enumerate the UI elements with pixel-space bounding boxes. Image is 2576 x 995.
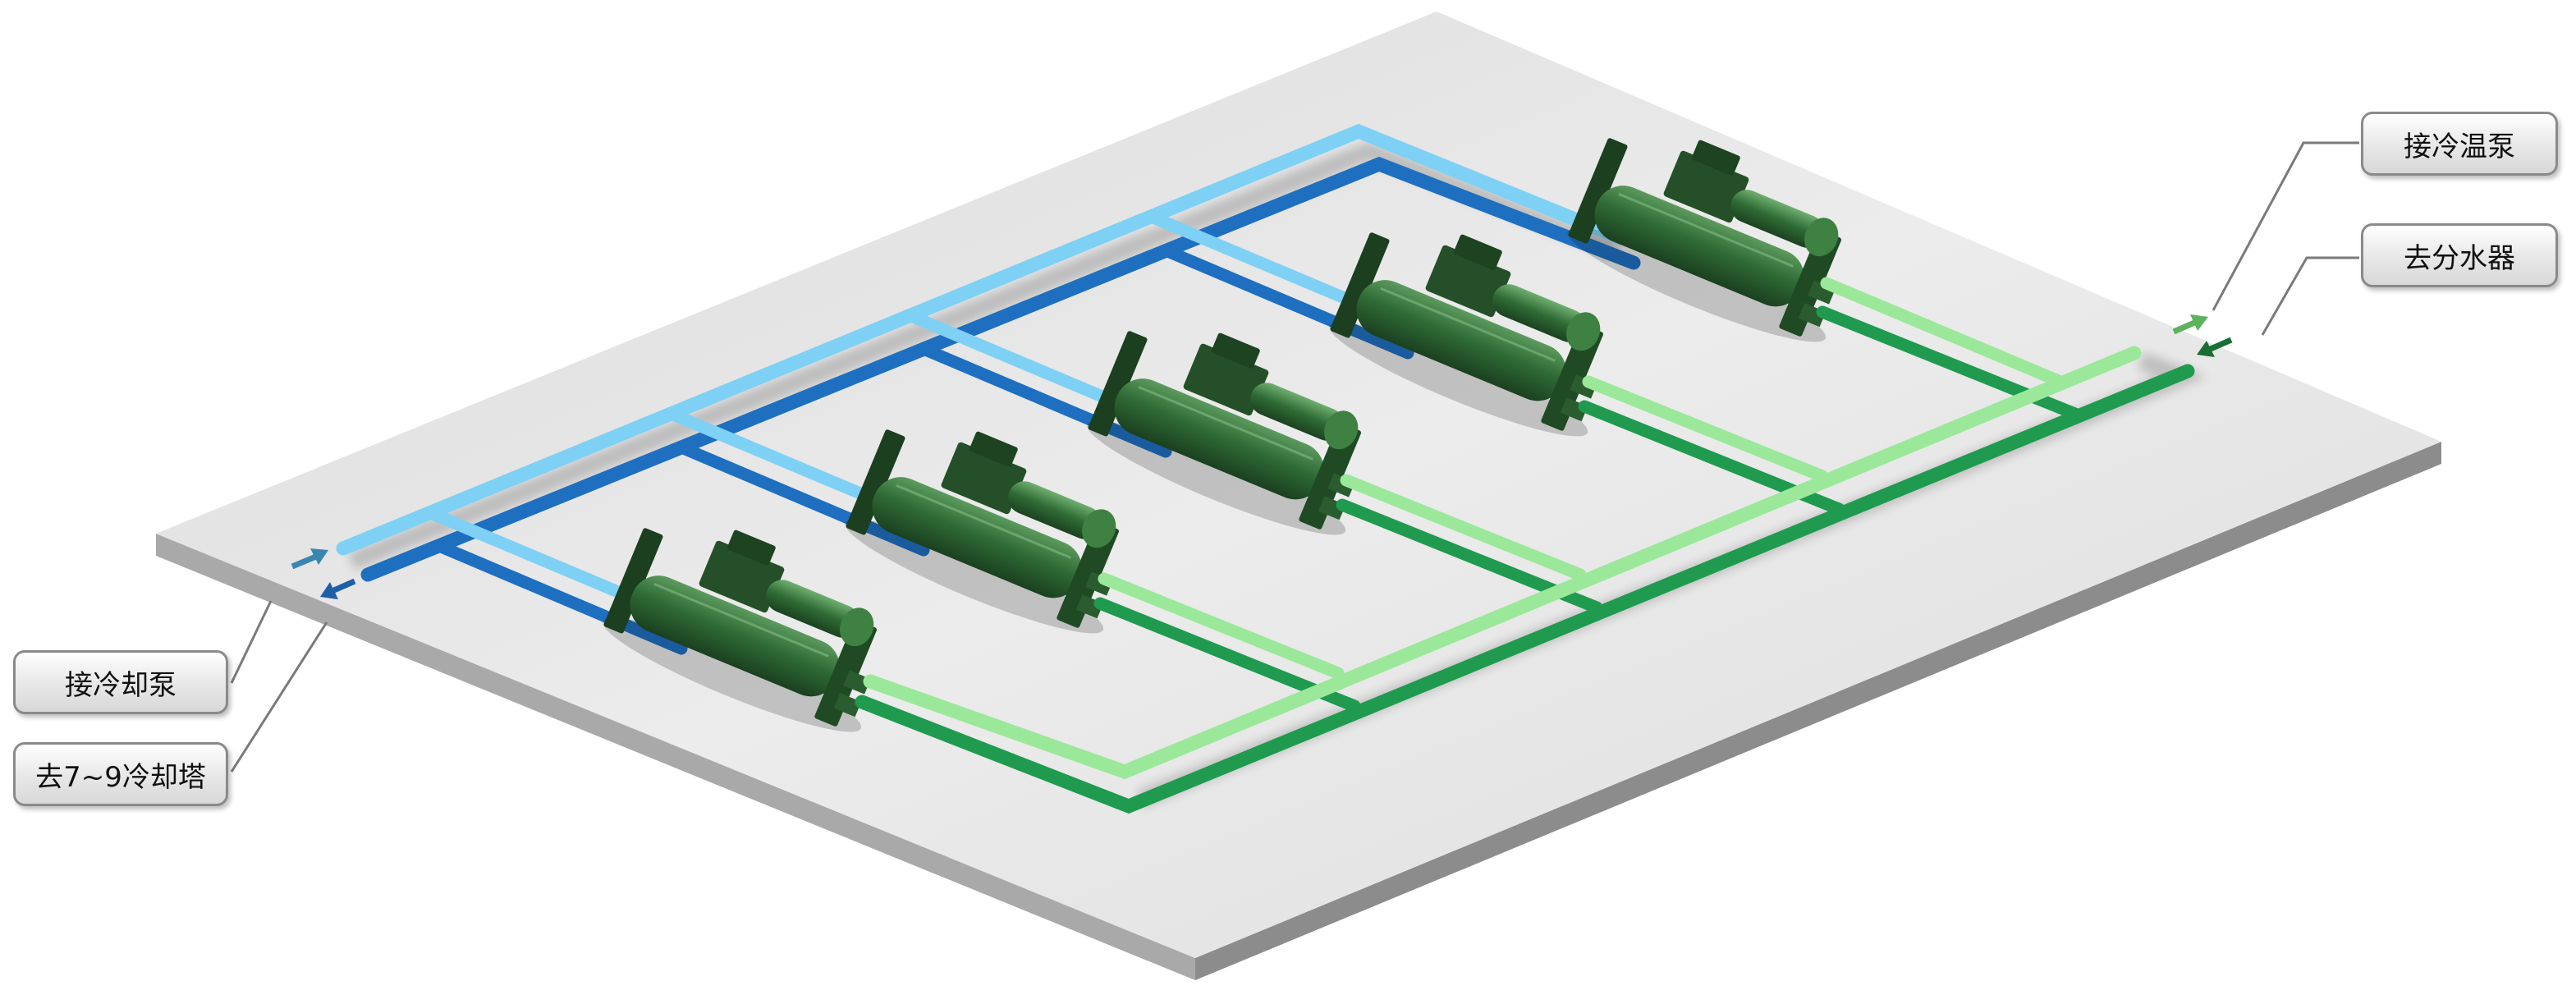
flow-arrows — [291, 314, 2233, 599]
chiller-motor-cap — [1082, 509, 1116, 548]
cooling-return-branches — [433, 158, 1640, 655]
chiller-motor — [1008, 481, 1102, 539]
chiller-compressor — [1425, 245, 1511, 318]
arrow-cooling-in-icon — [291, 548, 328, 570]
chiller-highlight — [896, 484, 1072, 559]
chiller-shadow — [845, 519, 1104, 634]
chiller-end-plate-left — [603, 528, 663, 634]
platform-side-right — [1195, 442, 2441, 980]
chiller-end-plate-right — [1299, 422, 1361, 530]
chiller-group — [603, 138, 1841, 732]
leader-lines — [230, 141, 2359, 773]
leader-divider — [2261, 256, 2359, 336]
chilled-water-pipes — [855, 277, 2195, 814]
chilled-supply-branches — [1098, 277, 2067, 680]
chiller-motor — [1492, 284, 1587, 342]
chiller-highlight — [1138, 385, 1314, 461]
chiller-shell — [1594, 186, 1804, 307]
chiller-motor — [766, 580, 860, 638]
chiller-2 — [845, 429, 1119, 634]
chiller-end-plate-right — [1541, 323, 1603, 431]
chiller-end-plate-left — [1330, 232, 1390, 338]
chiller-motor-cap — [1324, 410, 1359, 450]
chiller-end-plate-left — [1088, 331, 1148, 437]
chiller-highlight — [1618, 192, 1794, 268]
chiller-compressor — [1183, 343, 1269, 416]
arrow-chilled-in-icon — [2197, 337, 2233, 357]
label-chilled-pump: 接冷温泵 — [2361, 112, 2558, 176]
label-cooling-pump: 接冷却泵 — [13, 650, 228, 714]
chiller-end-plate-left — [846, 429, 905, 535]
platform-side-left — [156, 534, 1195, 980]
chiller-shell — [1356, 280, 1566, 401]
chiller-shell — [1114, 378, 1324, 500]
leader-cooling-pump — [230, 600, 273, 684]
chiller-motor — [1730, 190, 1825, 248]
chiller-highlight — [653, 582, 830, 658]
chiller-end-plate-left — [1568, 138, 1628, 244]
chiller-control-box — [969, 431, 1018, 467]
chiller-end-plate-right — [814, 619, 877, 727]
arrow-chilled-out-icon — [2172, 314, 2208, 335]
chiller-shadow — [1329, 322, 1588, 437]
leader-chilled-pump — [2212, 141, 2359, 311]
leader-cooling-tower — [230, 621, 328, 773]
chiller-highlight — [1380, 287, 1556, 362]
chiller-4 — [1329, 232, 1603, 437]
chiller-motor-cap — [1804, 218, 1839, 257]
chiller-motor-cap — [1566, 312, 1601, 351]
chiller-end-plate-right — [1057, 520, 1119, 628]
cooling-supply-header — [336, 123, 1629, 556]
chiller-1 — [603, 528, 877, 732]
chilled-supply-header — [863, 346, 2142, 780]
label-water-divider: 去分水器 — [2361, 223, 2558, 287]
label-cooling-tower: 去7~9冷却塔 — [13, 742, 228, 806]
chiller-compressor — [1663, 150, 1749, 223]
chiller-control-box — [1691, 140, 1740, 176]
chiller-flange — [843, 670, 871, 695]
chiller-shadow — [1567, 227, 1827, 342]
chiller-end-plate-right — [1779, 229, 1841, 337]
chiller-compressor — [699, 540, 785, 613]
chiller-shadow — [1087, 420, 1346, 535]
chiller-motor-cap — [840, 608, 874, 647]
chiller-flange — [833, 693, 862, 718]
chilled-return-header — [855, 364, 2195, 814]
chiller-shadow — [603, 617, 862, 732]
chiller-control-box — [1211, 332, 1260, 369]
arrow-cooling-out-icon — [320, 578, 356, 599]
chiller-compressor — [941, 442, 1027, 515]
chiller-control-box — [727, 530, 776, 566]
chiller-motor — [1250, 383, 1345, 441]
chiller-control-box — [1453, 234, 1502, 270]
chiller-shell — [872, 477, 1082, 598]
chiller-shell — [630, 575, 840, 697]
